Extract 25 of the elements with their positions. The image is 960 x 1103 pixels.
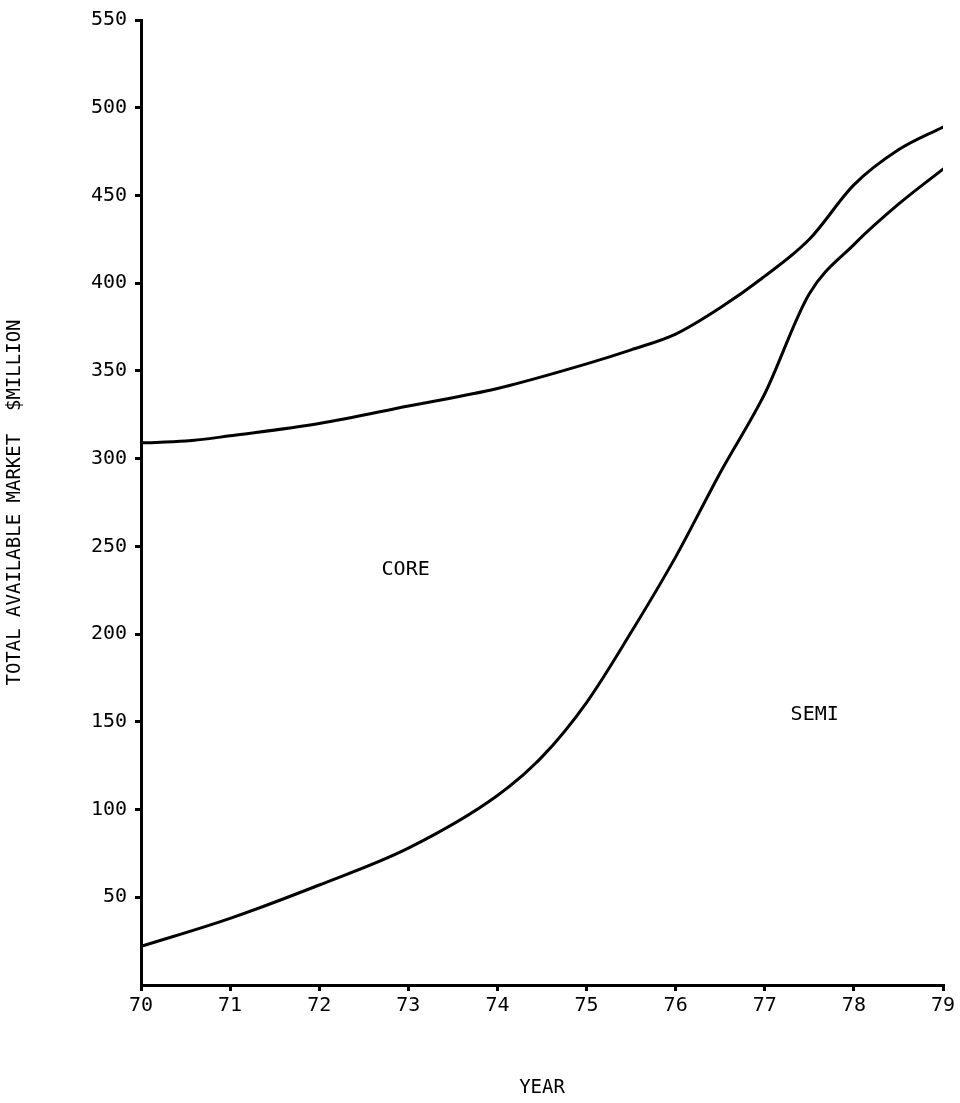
y-tick-label: 400 — [90, 269, 127, 294]
x-tick-label: 72 — [307, 992, 332, 1017]
annotation: CORE — [381, 556, 430, 581]
y-tick-label: 50 — [102, 883, 127, 908]
x-tick-label: 78 — [841, 992, 866, 1017]
y-axis-title: TOTAL AVAILABLE MARKET $MILLION — [2, 319, 25, 686]
x-tick-label: 79 — [930, 992, 956, 1017]
x-tick-label: 75 — [574, 992, 599, 1017]
x-tick-label: 77 — [752, 992, 777, 1017]
y-tick-label: 350 — [90, 357, 127, 382]
x-tick-label: 70 — [128, 992, 154, 1017]
y-tick-label: 100 — [90, 795, 127, 820]
y-tick-label: 500 — [90, 93, 127, 118]
y-tick-label: 250 — [90, 532, 127, 557]
y-tick-label: 450 — [90, 181, 127, 206]
x-tick-label: 71 — [218, 992, 243, 1017]
y-tick-label: 200 — [90, 620, 127, 645]
y-tick-label: 550 — [90, 6, 127, 31]
annotation: SEMI — [790, 701, 839, 725]
x-axis-title: YEAR — [519, 1074, 566, 1097]
x-tick-label: 74 — [485, 992, 510, 1017]
x-tick-label: 76 — [663, 992, 688, 1017]
y-tick-label: 300 — [90, 444, 127, 469]
x-tick-label: 73 — [396, 992, 421, 1017]
y-tick-label: 150 — [90, 708, 127, 733]
